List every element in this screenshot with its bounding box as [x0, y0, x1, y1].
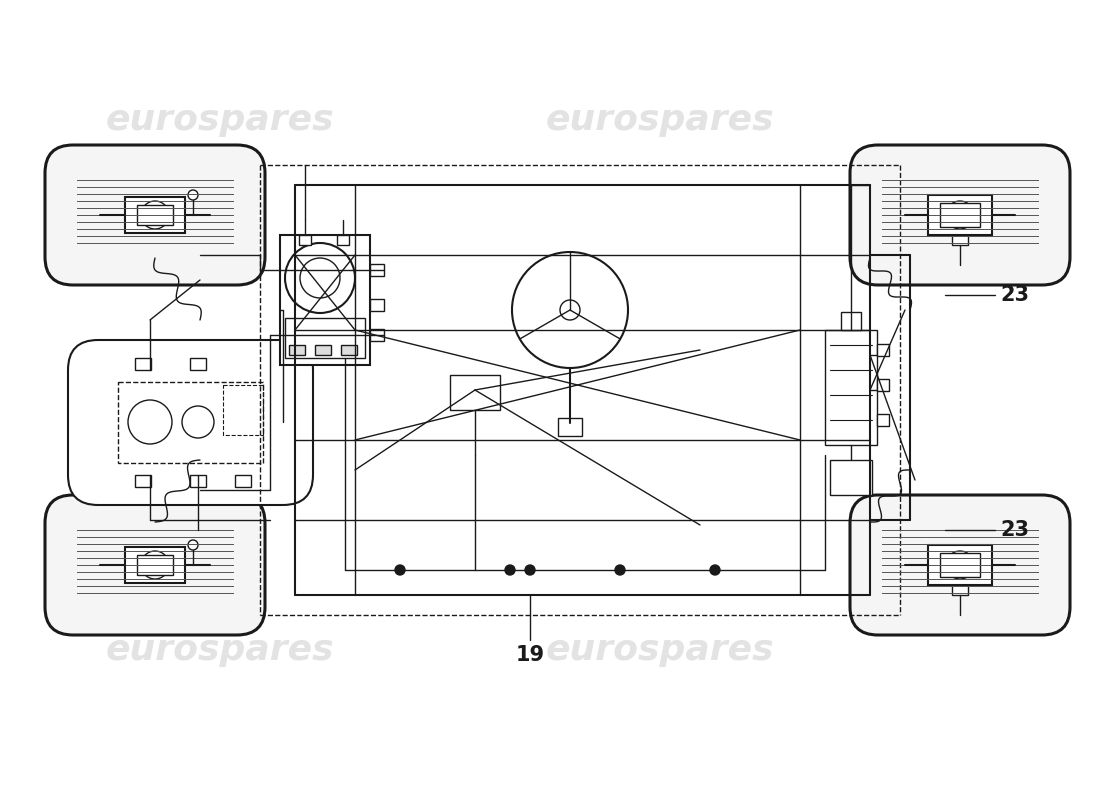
Bar — [118, 382, 263, 463]
Bar — [235, 475, 251, 487]
Text: eurospares: eurospares — [106, 633, 334, 667]
Bar — [138, 555, 173, 575]
Bar — [842, 312, 861, 330]
Bar — [877, 414, 889, 426]
Bar — [928, 195, 992, 235]
Bar — [190, 358, 206, 370]
Bar — [223, 385, 263, 435]
Circle shape — [395, 565, 405, 575]
Text: 23: 23 — [1000, 520, 1028, 540]
Bar — [370, 329, 384, 341]
Bar — [135, 358, 151, 370]
Bar — [928, 545, 992, 585]
FancyBboxPatch shape — [45, 495, 265, 635]
Bar — [315, 345, 331, 355]
FancyBboxPatch shape — [45, 145, 265, 285]
Bar — [952, 235, 968, 245]
Bar — [370, 299, 384, 311]
Bar — [558, 418, 582, 436]
Bar — [952, 585, 968, 595]
Text: 19: 19 — [516, 645, 544, 665]
Bar — [825, 330, 877, 445]
Text: eurospares: eurospares — [106, 103, 334, 137]
Bar — [280, 235, 370, 365]
Bar — [138, 205, 173, 225]
Circle shape — [505, 565, 515, 575]
Text: eurospares: eurospares — [546, 103, 774, 137]
Circle shape — [710, 565, 720, 575]
Bar — [125, 197, 185, 233]
Bar — [125, 547, 185, 583]
Bar — [877, 344, 889, 356]
Circle shape — [188, 540, 198, 550]
Bar — [190, 475, 206, 487]
FancyBboxPatch shape — [850, 495, 1070, 635]
Bar — [877, 379, 889, 391]
Bar — [940, 553, 980, 577]
Bar — [289, 345, 305, 355]
Text: eurospares: eurospares — [546, 633, 774, 667]
Bar — [450, 375, 500, 410]
Circle shape — [615, 565, 625, 575]
Circle shape — [188, 190, 198, 200]
Bar — [135, 475, 151, 487]
FancyBboxPatch shape — [850, 145, 1070, 285]
Bar — [299, 235, 311, 245]
Text: 23: 23 — [1000, 285, 1028, 305]
FancyBboxPatch shape — [68, 340, 314, 505]
Circle shape — [560, 300, 580, 320]
Bar — [370, 264, 384, 276]
Bar — [830, 460, 872, 495]
Bar — [940, 203, 980, 227]
Circle shape — [525, 565, 535, 575]
Bar — [285, 318, 365, 358]
Bar — [337, 235, 349, 245]
Bar — [341, 345, 358, 355]
